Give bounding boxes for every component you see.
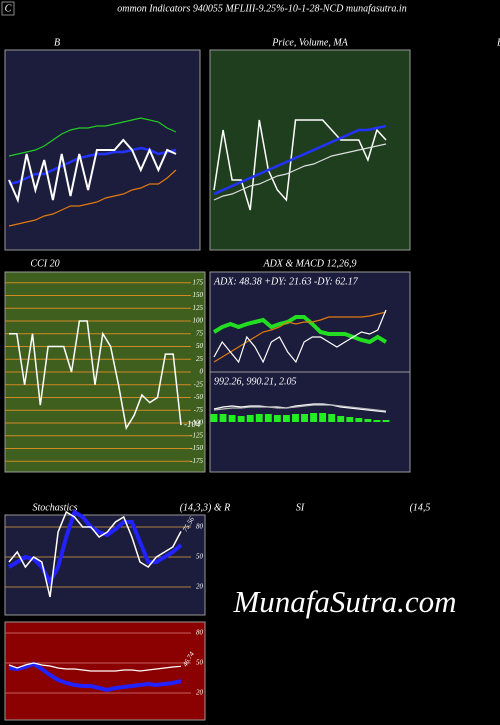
y-tick-label: -75 <box>194 406 204 414</box>
indicator-line <box>213 119 387 211</box>
histogram-bar <box>355 418 363 422</box>
histogram-bar <box>319 413 327 422</box>
value-label: -104 <box>184 419 201 429</box>
indicator-line <box>8 661 182 693</box>
y-tick-label: -100 <box>190 419 203 427</box>
histogram-bar <box>246 415 254 422</box>
indicator-line <box>213 124 387 196</box>
letter-box <box>1 1 15 16</box>
y-tick-label: 125 <box>193 304 204 312</box>
indicator-line <box>8 117 177 157</box>
indicator-line <box>213 143 387 201</box>
histogram-bar <box>301 414 308 422</box>
histogram-bar <box>219 414 227 422</box>
panel-title: Stochastics <box>33 502 78 513</box>
indicator-line <box>9 320 182 431</box>
indicator-line <box>8 138 177 204</box>
indicator-line <box>213 403 387 413</box>
y-tick-label: 50 <box>196 659 204 667</box>
histogram-bar <box>373 420 381 422</box>
y-tick-label: -50 <box>194 393 204 401</box>
y-tick-label: 0 <box>200 368 204 376</box>
indicator-line <box>8 146 177 186</box>
histogram-bar <box>237 416 245 422</box>
indicator-line <box>213 404 387 412</box>
y-tick-label: -175 <box>190 457 203 465</box>
histogram-bar <box>255 414 263 422</box>
panel-title-right: (14,3,3) & R <box>180 502 231 513</box>
histogram-bar <box>337 416 345 422</box>
y-tick-label: 50 <box>196 342 204 350</box>
indicator-line <box>213 309 387 364</box>
panel-title-right: (14,5 <box>410 502 431 513</box>
panel-title: Price, Volume, MA <box>271 37 348 48</box>
panel-subtitle: ADX: 48.38 +DY: 21.63 -DY: 62.17 <box>213 276 359 287</box>
y-tick-label: 20 <box>196 583 204 591</box>
panel-subtitle: 992.26, 990.21, 2.05 <box>214 376 297 387</box>
y-tick-label: 150 <box>193 291 204 299</box>
histogram-bar <box>282 415 290 422</box>
y-tick-label: -125 <box>190 431 203 439</box>
header-title: ommon Indicators 940055 MFLIII-9.25%-10-… <box>117 3 406 14</box>
histogram-bar <box>273 415 281 422</box>
panel-title: B <box>54 37 60 48</box>
y-tick-label: 80 <box>196 523 204 531</box>
y-tick-label: 100 <box>193 317 204 325</box>
y-tick-label: 20 <box>196 689 204 697</box>
indicator-line <box>212 315 388 345</box>
y-tick-label: 175 <box>193 278 204 286</box>
panel-title: SI <box>296 502 305 513</box>
panel <box>209 49 411 251</box>
histogram-bar <box>228 415 236 422</box>
panel-title: CCI 20 <box>30 258 59 269</box>
indicator-line <box>8 510 182 598</box>
panel-title: ADX & MACD 12,26,9 <box>262 258 356 269</box>
y-tick-label: -150 <box>190 444 203 452</box>
indicator-line <box>8 169 177 227</box>
histogram-bar <box>328 414 336 422</box>
header-letter: C <box>5 3 12 14</box>
histogram-bar <box>264 414 272 422</box>
histogram-bar <box>292 414 299 422</box>
panel <box>4 514 206 616</box>
histogram-bar <box>382 420 390 422</box>
watermark: MunafaSutra.com <box>232 584 456 619</box>
y-tick-label: 25 <box>196 355 204 363</box>
histogram-bar <box>364 419 372 422</box>
indicator-line <box>213 311 387 363</box>
histogram-bar <box>210 414 218 422</box>
header-fragment: B <box>497 37 500 48</box>
y-tick-label: 50 <box>196 553 204 561</box>
indicator-line <box>8 662 182 672</box>
y-tick-label: -25 <box>194 380 204 388</box>
histogram-bar <box>310 413 318 422</box>
y-tick-label: 80 <box>196 629 204 637</box>
y-tick-label: 75 <box>196 329 204 337</box>
histogram-bar <box>346 417 354 422</box>
